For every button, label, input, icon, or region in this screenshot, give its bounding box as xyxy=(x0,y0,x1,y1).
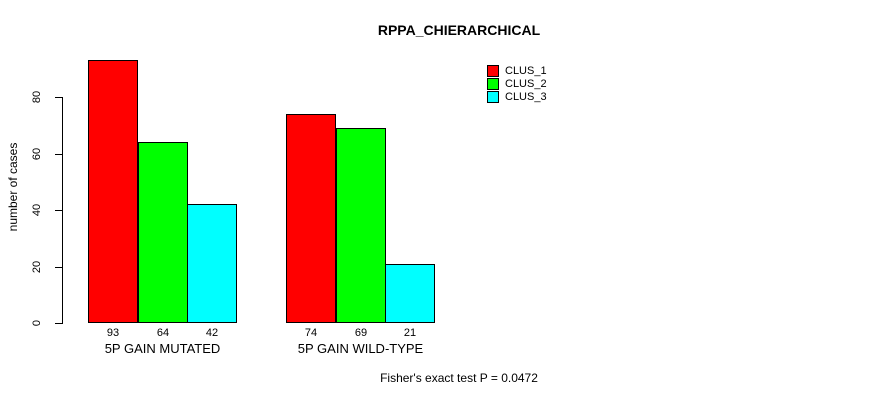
bar-value-label: 69 xyxy=(354,327,368,339)
bar-value-label: 74 xyxy=(304,327,318,339)
bar-value-label: 42 xyxy=(205,327,219,339)
chart-title: RPPA_CHIERARCHICAL xyxy=(377,22,541,38)
legend-label-clus-3: CLUS_3 xyxy=(505,90,547,103)
y-axis-tick-label: 40 xyxy=(31,203,43,217)
legend-label-clus-2: CLUS_2 xyxy=(505,77,547,90)
bar-value-label: 21 xyxy=(403,327,417,339)
legend-swatch-clus-1 xyxy=(487,64,499,77)
bar-clus-1-group-1 xyxy=(88,60,138,323)
bar-clus-3-group-1 xyxy=(187,204,237,323)
y-axis-tick xyxy=(55,267,62,268)
legend-item-clus-3: CLUS_3 xyxy=(487,90,547,103)
y-axis-tick xyxy=(55,210,62,211)
y-axis-label: number of cases xyxy=(6,142,20,232)
legend-swatch-clus-2 xyxy=(487,77,499,90)
bar-clus-2-group-1 xyxy=(138,142,188,323)
x-category-label: 5P GAIN MUTATED xyxy=(104,341,221,356)
bar-clus-2-group-2 xyxy=(336,128,386,323)
legend-item-clus-1: CLUS_1 xyxy=(487,64,547,77)
y-axis-tick-label: 0 xyxy=(31,319,43,327)
legend-item-clus-2: CLUS_2 xyxy=(487,77,547,90)
legend-swatch-clus-3 xyxy=(487,90,499,103)
x-category-label: 5P GAIN WILD-TYPE xyxy=(297,341,424,356)
bar-clus-3-group-2 xyxy=(385,264,435,323)
y-axis-tick-label: 20 xyxy=(31,260,43,274)
bar-value-label: 93 xyxy=(106,327,120,339)
bar-clus-1-group-2 xyxy=(286,114,336,323)
annotation-fisher-test: Fisher's exact test P = 0.0472 xyxy=(380,371,538,385)
y-axis-line xyxy=(62,97,63,324)
y-axis-tick xyxy=(55,154,62,155)
bar-value-label: 64 xyxy=(156,327,170,339)
y-axis-tick-label: 80 xyxy=(31,90,43,104)
y-axis-tick xyxy=(55,97,62,98)
y-axis-tick xyxy=(55,323,62,324)
legend-label-clus-1: CLUS_1 xyxy=(505,64,547,77)
legend: CLUS_1 CLUS_2 CLUS_3 xyxy=(487,64,547,103)
y-axis-tick-label: 60 xyxy=(31,147,43,161)
